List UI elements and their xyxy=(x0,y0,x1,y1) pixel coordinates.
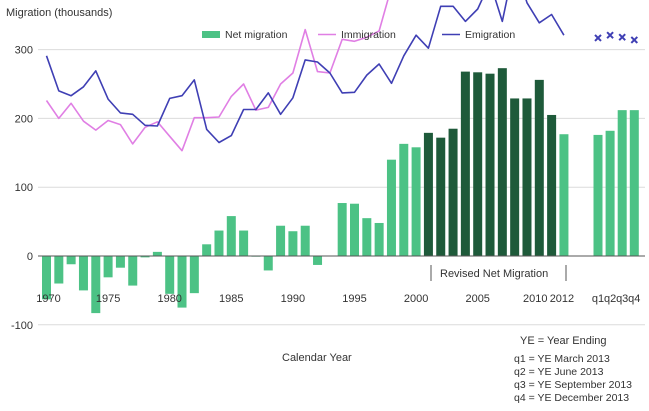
net-migration-bar xyxy=(411,147,421,256)
net-migration-bar xyxy=(473,72,483,256)
net-migration-quarter-bar xyxy=(593,134,603,256)
legend-item-net-migration: Net migration xyxy=(202,29,288,41)
net-migration-bar xyxy=(362,218,372,256)
net-migration-bar xyxy=(276,225,286,256)
net-migration-bar xyxy=(202,244,212,256)
x-tick-label: q1 xyxy=(592,293,604,305)
legend-label: Immigration xyxy=(341,29,396,41)
y-tick-label: 0 xyxy=(27,251,33,263)
y-axis-title: Migration (thousands) xyxy=(6,7,113,19)
axis-layer: -100010020030040050060019701975198019851… xyxy=(11,45,645,332)
x-axis-title: Calendar Year xyxy=(282,352,352,364)
x-tick-label: 2010 xyxy=(523,293,547,305)
net-migration-bar xyxy=(374,222,384,256)
net-migration-bar xyxy=(300,225,310,256)
lines-layer xyxy=(45,0,639,152)
x-tick-label: 2005 xyxy=(465,293,489,305)
x-tick-label: q4 xyxy=(628,293,640,305)
ye-item-q4: q4 = YE December 2013 xyxy=(514,392,630,404)
net-migration-bar xyxy=(460,71,470,256)
net-migration-bar xyxy=(91,256,101,314)
legend-swatch xyxy=(202,31,220,38)
ye-item-q3: q3 = YE September 2013 xyxy=(514,379,633,391)
net-migration-bar xyxy=(54,256,64,284)
y-tick-label: 300 xyxy=(15,45,33,57)
ye-item-q2: q2 = YE June 2013 xyxy=(514,366,604,378)
net-migration-bar xyxy=(226,216,236,256)
net-migration-bar xyxy=(263,256,273,271)
legend-item-immigration: Immigration xyxy=(318,29,396,41)
net-migration-bar xyxy=(522,98,532,256)
emigration-line xyxy=(45,0,565,144)
y-tick-label: 200 xyxy=(15,113,33,125)
emigration-quarter-marker xyxy=(606,31,614,39)
x-tick-label: 2012 xyxy=(550,293,574,305)
net-migration-quarter-bar xyxy=(605,130,615,256)
y-tick-label: 100 xyxy=(15,182,33,194)
x-tick-label: 1980 xyxy=(157,293,181,305)
emigration-quarter-marker xyxy=(618,33,626,41)
net-migration-bar xyxy=(534,79,544,256)
net-migration-bar xyxy=(547,114,557,257)
net-migration-quarter-bar xyxy=(617,110,627,256)
net-migration-quarter-bar xyxy=(629,110,639,256)
emigration-quarter-marker xyxy=(630,36,639,44)
x-tick-label: 1970 xyxy=(36,293,60,305)
net-migration-bar xyxy=(337,203,347,256)
bars-layer xyxy=(42,68,639,314)
net-migration-bar xyxy=(140,256,150,258)
legend-label: Emigration xyxy=(465,29,515,41)
net-migration-bar xyxy=(239,230,249,256)
net-migration-bar xyxy=(66,256,76,265)
net-migration-bar xyxy=(42,256,51,300)
net-migration-bar xyxy=(288,231,298,256)
x-tick-label: q3 xyxy=(616,293,628,305)
x-tick-label: 1985 xyxy=(219,293,243,305)
net-migration-bar xyxy=(559,134,569,256)
net-migration-bar xyxy=(497,68,507,257)
net-migration-bar xyxy=(485,73,495,257)
net-migration-bar xyxy=(128,256,138,286)
net-migration-bar xyxy=(214,230,224,256)
net-migration-bar xyxy=(78,256,88,291)
net-migration-bar xyxy=(350,203,359,256)
net-migration-bar xyxy=(386,159,396,256)
x-tick-label: 1975 xyxy=(96,293,120,305)
net-migration-bar xyxy=(313,256,323,265)
y-tick-label: -100 xyxy=(11,320,33,332)
ye-title: YE = Year Ending xyxy=(520,335,607,347)
ye-item-q1: q1 = YE March 2013 xyxy=(514,353,610,365)
revised-net-migration-label: Revised Net Migration xyxy=(440,268,548,280)
net-migration-bar xyxy=(165,256,175,294)
net-migration-bar xyxy=(436,137,446,256)
x-tick-label: 2000 xyxy=(404,293,428,305)
legend-label: Net migration xyxy=(225,29,288,41)
annotation-layer: Revised Net Migration xyxy=(430,265,567,281)
immigration-line xyxy=(45,0,389,152)
net-migration-bar xyxy=(115,256,125,268)
x-tick-label: 1990 xyxy=(281,293,305,305)
legend-layer: Net migration Immigration Emigration xyxy=(202,29,515,41)
emigration-quarter-marker xyxy=(594,34,602,42)
net-migration-bar xyxy=(177,256,187,308)
x-tick-label: q2 xyxy=(604,293,616,305)
net-migration-bar xyxy=(189,256,199,294)
net-migration-bar xyxy=(103,256,113,278)
legend-item-emigration: Emigration xyxy=(442,29,515,41)
net-migration-bar xyxy=(423,132,433,256)
net-migration-bar xyxy=(448,128,458,256)
net-migration-bar xyxy=(510,98,520,256)
x-tick-label: 1995 xyxy=(342,293,366,305)
net-migration-bar xyxy=(152,251,162,256)
net-migration-bar xyxy=(399,143,409,256)
